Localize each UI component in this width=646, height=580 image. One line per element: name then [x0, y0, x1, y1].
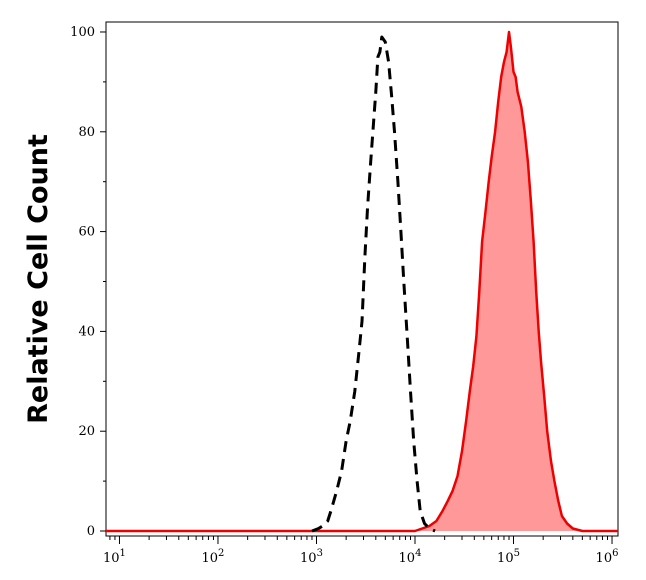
x-tick-label: 105: [497, 548, 520, 566]
sample-histogram-fill: [106, 32, 618, 531]
x-tick-label: 104: [399, 548, 422, 566]
y-tick-label: 60: [78, 225, 95, 240]
x-major-ticks: 101 102 103 104 105 106: [103, 536, 618, 566]
y-tick-label: 40: [78, 324, 95, 339]
y-axis-label: Relative Cell Count: [23, 134, 54, 424]
x-tick-label: 103: [300, 548, 323, 566]
x-tick-label: 101: [103, 548, 126, 566]
y-tick-label: 20: [78, 424, 95, 439]
control-histogram-line: [311, 35, 436, 533]
y-tick-label: 100: [70, 25, 95, 40]
sample-histogram-line: [106, 30, 618, 533]
series-group: [106, 30, 618, 533]
y-axis: 0 20 40 60 80 100: [70, 25, 106, 539]
x-tick-label: 102: [202, 548, 225, 566]
plot-frame: [105, 21, 619, 537]
x-tick-label: 106: [596, 548, 619, 566]
y-tick-label: 80: [78, 125, 95, 140]
y-tick-label: 0: [87, 524, 95, 539]
x-minor-ticks: [109, 536, 609, 540]
